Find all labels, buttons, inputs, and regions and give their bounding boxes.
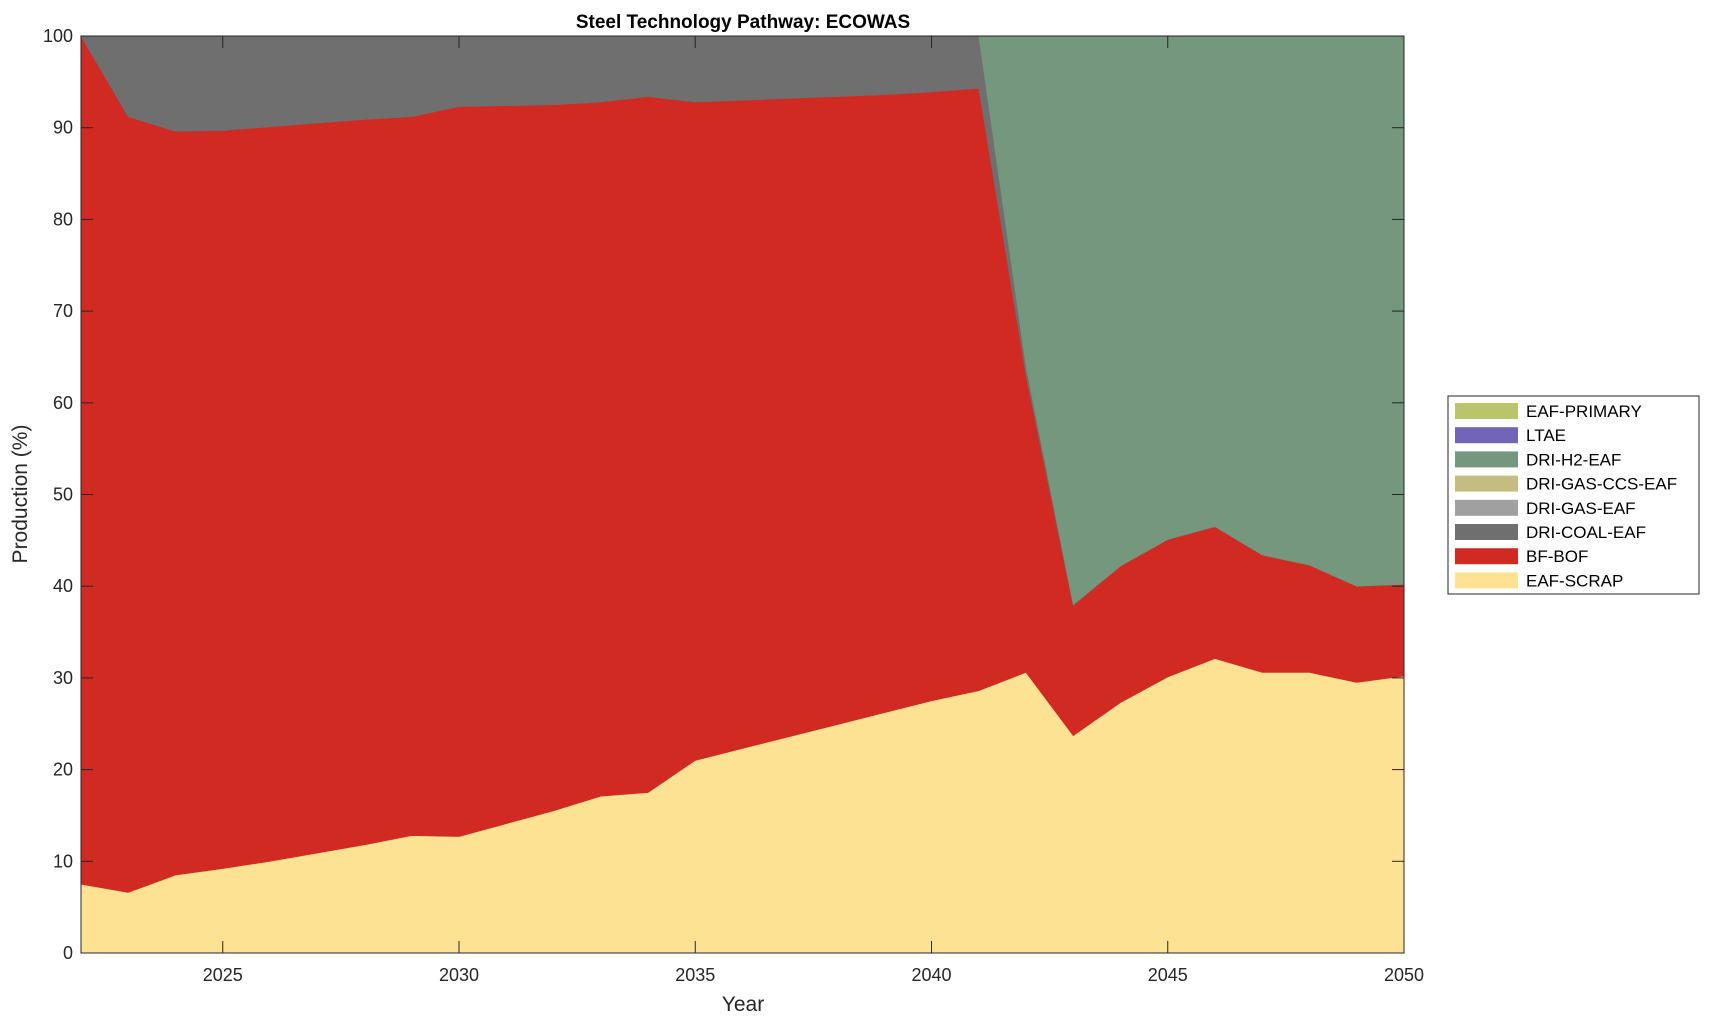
- axis-ticks: 2025 2030 2035 2040 2045 20500102030405060708…: [43, 26, 1424, 985]
- legend-swatch-ltae: [1455, 427, 1518, 444]
- chart-title: Steel Technology Pathway: ECOWAS: [576, 12, 910, 33]
- y-tick-label: 60: [53, 393, 73, 413]
- x-tick-label: 2030: [439, 965, 479, 985]
- y-tick-label: 0: [63, 943, 73, 963]
- legend-label-ltae: LTAE: [1526, 426, 1566, 445]
- legend-label-eaf-primary: EAF-PRIMARY: [1526, 402, 1642, 421]
- legend-swatch-eaf-scrap: [1455, 572, 1518, 589]
- x-tick-label: 2035: [675, 965, 715, 985]
- legend-label-dri-h2-eaf: DRI-H2-EAF: [1526, 450, 1621, 469]
- y-tick-label: 100: [43, 26, 73, 46]
- x-tick-label: 2045: [1148, 965, 1188, 985]
- y-tick-label: 90: [53, 118, 73, 138]
- y-tick-label: 30: [53, 668, 73, 688]
- legend-swatch-dri-gas-eaf: [1455, 499, 1518, 516]
- y-tick-label: 40: [53, 576, 73, 596]
- legend-swatch-dri-gas-ccs-eaf: [1455, 475, 1518, 492]
- legend-label-eaf-scrap: EAF-SCRAP: [1526, 571, 1623, 590]
- x-tick-label: 2040: [911, 965, 951, 985]
- y-axis-title: Production (%): [9, 425, 32, 564]
- y-tick-label: 80: [53, 209, 73, 229]
- x-tick-label: 2025: [203, 965, 243, 985]
- legend-label-dri-gas-ccs-eaf: DRI-GAS-CCS-EAF: [1526, 475, 1677, 494]
- y-tick-label: 10: [53, 851, 73, 871]
- legend-swatch-dri-h2-eaf: [1455, 451, 1518, 468]
- y-tick-label: 70: [53, 301, 73, 321]
- legend-swatch-dri-coal-eaf: [1455, 524, 1518, 540]
- legend: EAF-PRIMARY LTAE DRI-H2-EAF DRI-GAS-CCS-EAF…: [1447, 395, 1700, 595]
- legend-label-bf-bof: BF-BOF: [1526, 547, 1588, 566]
- y-tick-label: 50: [53, 485, 73, 505]
- legend-label-dri-coal-eaf: DRI-COAL-EAF: [1526, 523, 1646, 542]
- area-series-group: [80, 34, 1405, 954]
- legend-swatch-eaf-primary: [1455, 403, 1518, 419]
- legend-label-dri-gas-eaf: DRI-GAS-EAF: [1526, 499, 1636, 518]
- legend-swatch-bf-bof: [1455, 548, 1518, 565]
- x-axis-title: Year: [722, 993, 764, 1016]
- y-tick-label: 20: [53, 760, 73, 780]
- x-tick-label: 2050: [1384, 965, 1424, 985]
